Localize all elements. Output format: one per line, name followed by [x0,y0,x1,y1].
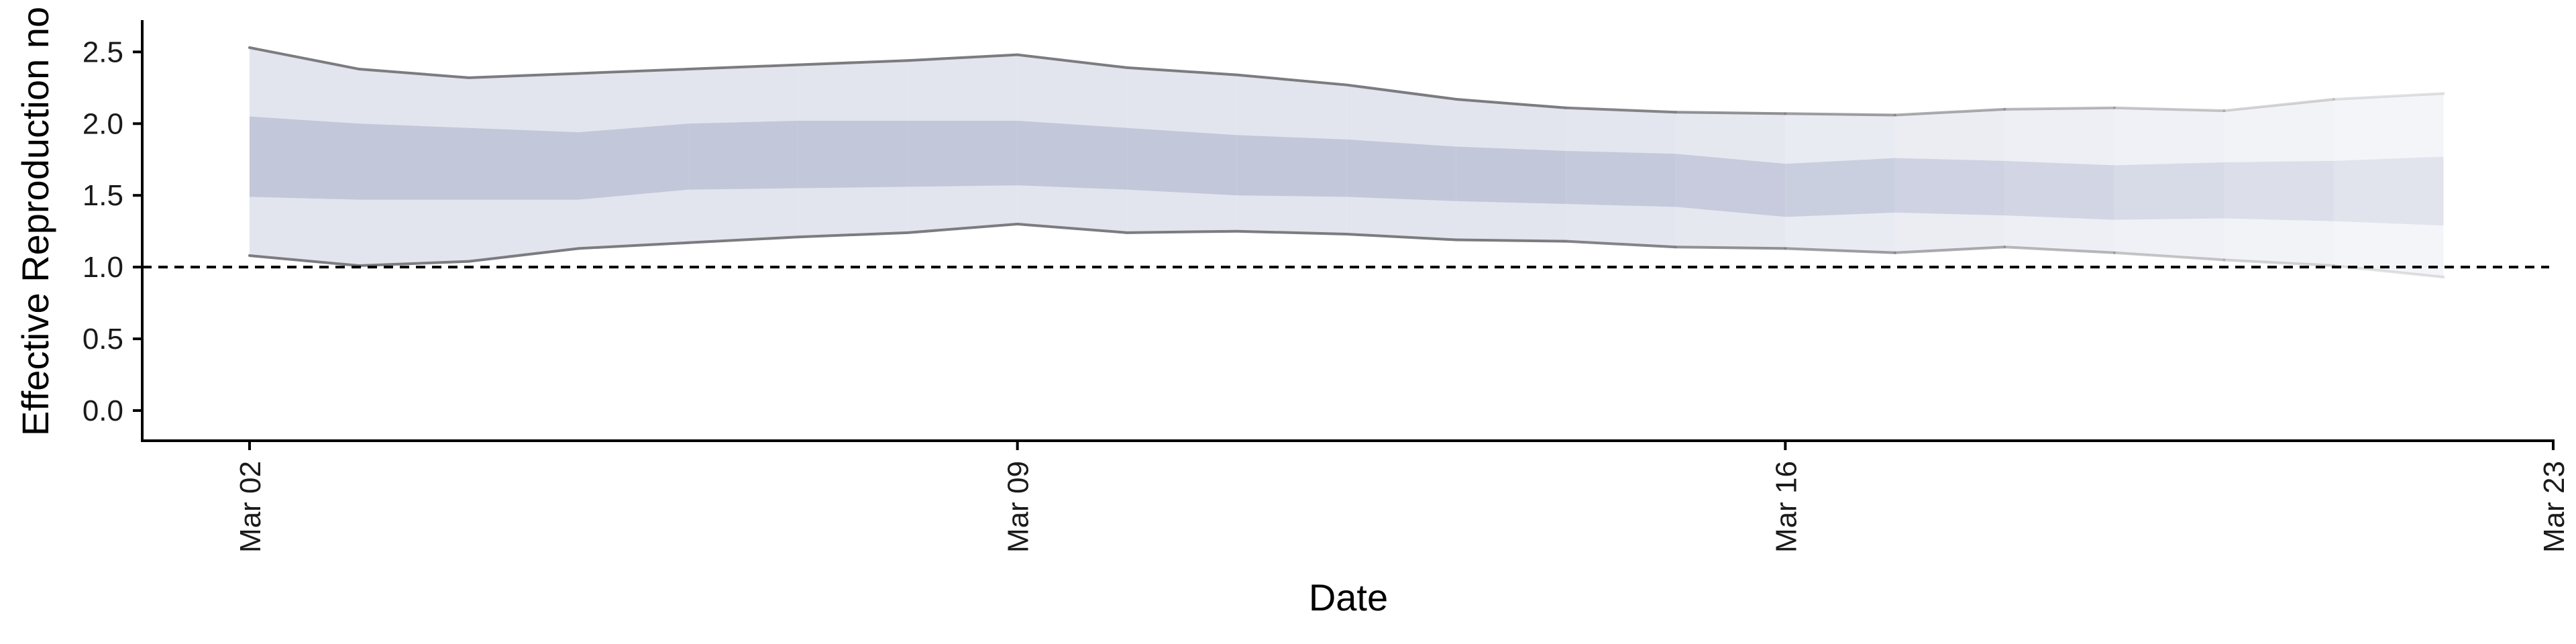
inner-interval-band-segment [469,127,579,200]
y-tick-label: 2.0 [83,107,123,140]
inner-interval-band-segment [1456,146,1566,205]
upper-bound-line-segment [1345,83,1458,101]
inner-interval-band-segment [2114,162,2224,220]
inner-interval-band-segment [1894,158,2005,216]
x-tick-label: Mar 16 [1770,461,1803,553]
upper-bound-line-segment [1454,97,1568,109]
upper-bound-line-segment [1016,53,1129,69]
upper-bound-line-segment [2222,97,2335,113]
x-tick-label: Mar 09 [1002,461,1035,553]
lower-bound-line-segment [687,235,800,244]
inner-interval-band-segment [798,121,908,189]
lower-bound-line-segment [1784,247,1896,254]
upper-bound-line-segment [468,72,580,79]
lower-bound-line-segment [1126,229,1238,234]
y-axis-title: Effective Reproduction no [14,7,56,436]
inner-interval-band-segment [688,121,798,190]
upper-bound-line-segment [1126,66,1238,76]
lower-bound-line-segment [2222,258,2335,268]
upper-bound-line-segment [906,53,1019,62]
lower-bound-line-segment [1345,232,1458,241]
lower-bound-line-segment [1893,246,2006,254]
y-tick-label: 1.0 [83,251,123,284]
inner-interval-band-segment [908,121,1018,187]
lower-bound-line-segment [577,241,690,250]
inner-interval-band-segment [1236,135,1347,197]
upper-bound-line-segment [1674,111,1787,115]
upper-bound-line-segment [358,68,471,79]
lower-bound-line-segment [248,254,361,268]
upper-bound-line-segment [1235,73,1348,87]
inner-interval-band-segment [250,116,360,200]
upper-bound-line-segment [796,59,910,66]
inner-interval-band-segment [1675,154,1786,217]
lower-bound-line-segment [796,231,910,239]
upper-bound-line-segment [2332,92,2445,101]
y-tick-label: 0.0 [83,394,123,427]
lower-bound-line-segment [2003,246,2116,254]
y-tick-label: 0.5 [83,323,123,356]
inner-interval-band-segment [578,123,689,200]
upper-bound-line-segment [1893,107,2006,117]
inner-interval-band-segment [1346,139,1456,201]
inner-interval-band-segment [359,123,470,200]
upper-bound-line-segment [2112,106,2226,113]
outer-interval-band-segment [2224,99,2334,266]
lower-bound-line-segment [906,223,1019,234]
upper-bound-line-segment [577,68,690,75]
lower-bound-line-segment [1235,229,1348,235]
upper-bound-line-segment [248,46,361,71]
lower-bound-line-segment [2112,251,2226,262]
upper-bound-line-segment [687,63,800,71]
x-axis-title: Date [1309,576,1388,619]
lower-bound-line-segment [358,260,471,268]
interval-bound-lines [248,46,2445,279]
lower-bound-line-segment [1016,223,1129,234]
x-tick-label: Mar 02 [234,461,267,553]
x-axis-ticks: Mar 02 Mar 09 Mar 16 Mar 23 [234,441,2571,553]
x-tick-label: Mar 23 [2538,461,2571,553]
interval-bands [250,47,2444,278]
lower-bound-line-segment [1674,246,1787,250]
lower-bound-line-segment [1454,238,1568,243]
inner-interval-band-segment [1785,158,1895,217]
upper-bound-line-segment [1784,112,1896,117]
lower-bound-line-segment [468,247,580,263]
inner-interval-band-segment [2224,160,2334,221]
upper-bound-line-segment [1564,106,1677,114]
inner-interval-band-segment [2333,156,2444,226]
y-tick-label: 2.5 [83,36,123,68]
y-axis-ticks: 0.0 0.5 1.0 1.5 2.0 2.5 [83,36,142,427]
inner-interval-band-segment [1127,127,1237,196]
inner-interval-band-segment [1566,150,1676,207]
upper-bound-line-segment [2003,106,2116,111]
outer-interval-band-segment [2333,93,2444,278]
y-tick-label: 1.5 [83,179,123,212]
inner-interval-band-segment [2004,160,2114,220]
inner-interval-band-segment [1017,121,1128,190]
lower-bound-line-segment [1564,239,1677,249]
